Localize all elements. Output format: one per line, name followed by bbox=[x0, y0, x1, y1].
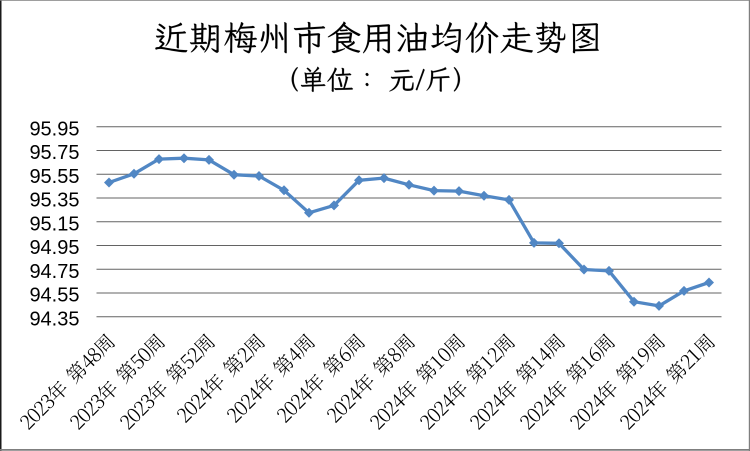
svg-text:94.35: 94.35 bbox=[29, 308, 79, 330]
svg-text:94.75: 94.75 bbox=[29, 261, 79, 283]
svg-text:94.55: 94.55 bbox=[29, 285, 79, 307]
svg-text:95.55: 95.55 bbox=[29, 166, 79, 188]
svg-text:94.95: 94.95 bbox=[29, 237, 79, 259]
svg-text:95.75: 95.75 bbox=[29, 142, 79, 164]
svg-text:95.35: 95.35 bbox=[29, 190, 79, 212]
svg-text:95.95: 95.95 bbox=[29, 118, 79, 140]
svg-text:95.15: 95.15 bbox=[29, 213, 79, 235]
